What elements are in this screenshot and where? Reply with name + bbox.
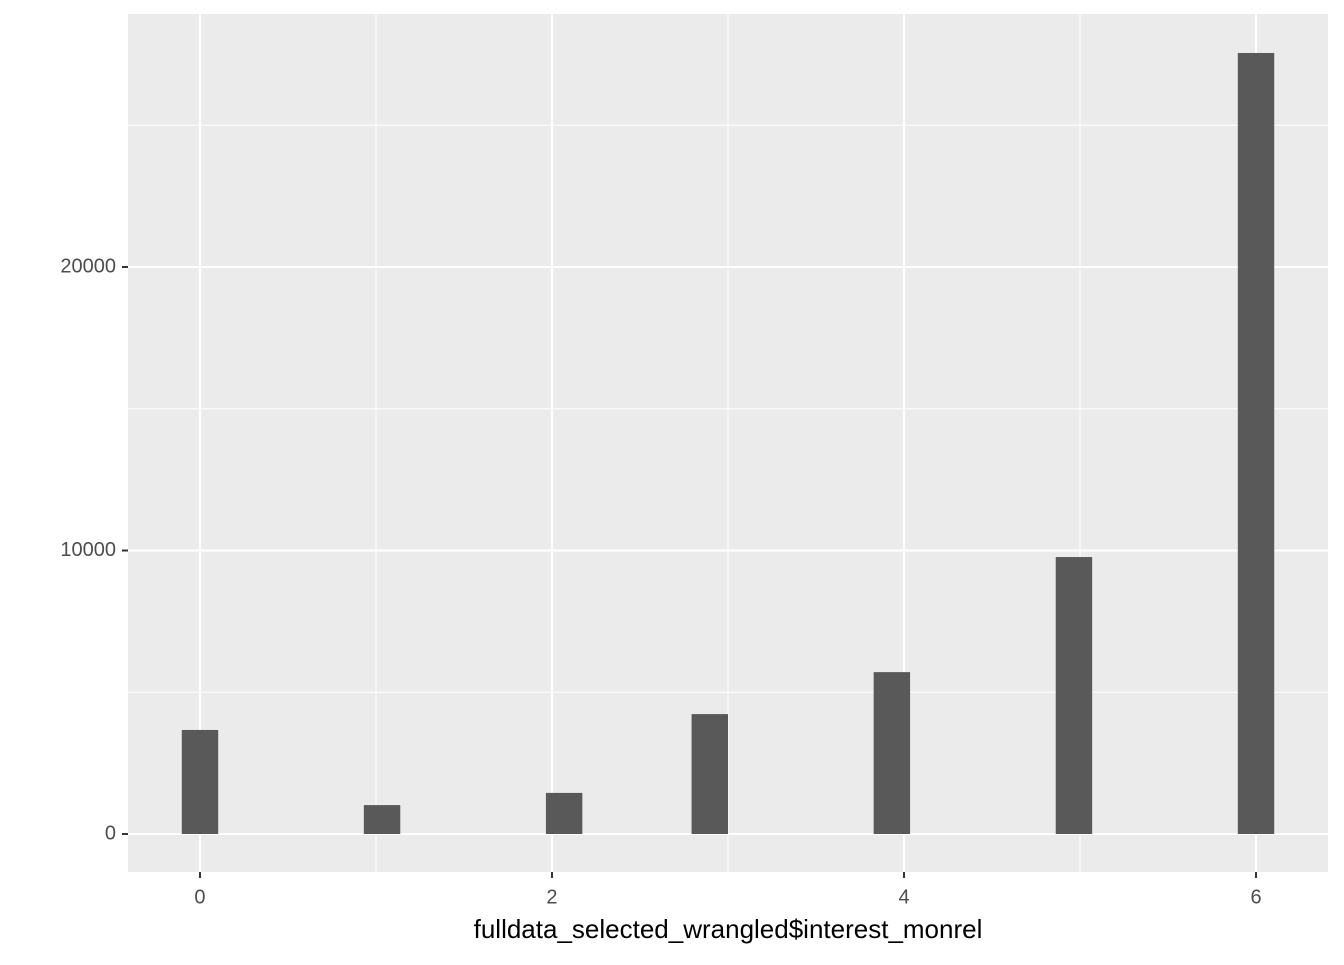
bar — [873, 672, 911, 835]
y-tick-label: 0 — [105, 822, 116, 844]
y-tick-label: 20000 — [60, 255, 116, 277]
x-tick-label: 4 — [898, 886, 909, 908]
y-tick-label: 10000 — [60, 539, 116, 561]
x-tick-label: 0 — [194, 886, 205, 908]
bar — [545, 792, 583, 835]
bar — [1237, 52, 1275, 835]
x-tick-label: 6 — [1250, 886, 1261, 908]
x-axis-label: fulldata_selected_wrangled$interest_monr… — [474, 914, 983, 944]
bar — [363, 805, 401, 835]
bar — [691, 714, 728, 835]
bar — [1055, 557, 1093, 835]
x-tick-label: 2 — [546, 886, 557, 908]
bar — [181, 729, 219, 835]
